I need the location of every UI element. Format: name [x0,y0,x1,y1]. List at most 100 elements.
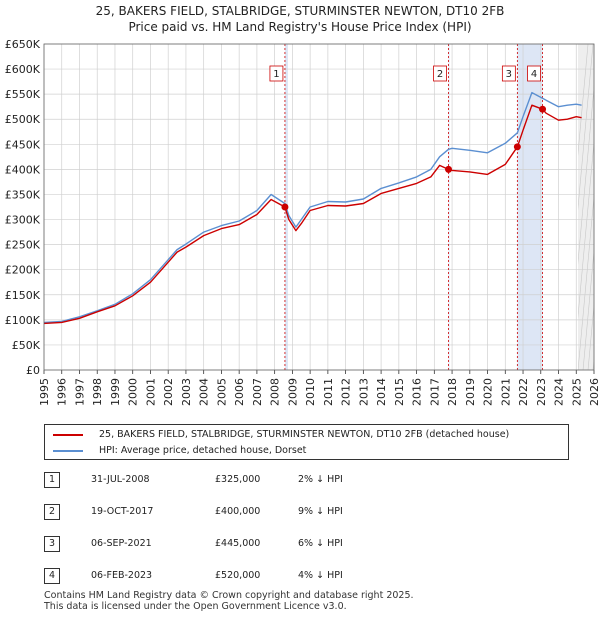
x-tick-label: 1995 [38,378,51,406]
projection-hatch [587,301,595,370]
projection-hatch [582,247,595,370]
x-tick-label: 2008 [269,378,282,406]
y-tick-label: £150K [5,289,41,302]
x-tick-label: 2011 [322,378,335,406]
x-tick-label: 2025 [570,378,583,406]
price-chart: £0 £50K £100K £150K £200K £250K £300K £350K £400… [5,38,600,406]
plot-frame [43,43,595,371]
y-tick-label: £0 [26,364,40,377]
x-tick-label: 2005 [215,378,228,406]
shaded-period [517,44,543,370]
x-tick-label: 2015 [393,378,406,406]
sale-number-badge: 2 [44,504,60,520]
shaded-period [448,44,450,370]
sale-badge-label: 4 [531,69,537,80]
y-tick-label: £550K [5,88,41,101]
sale-badge-box [527,65,541,82]
x-tick-label: 2018 [446,378,459,406]
projection-hatch [578,84,595,265]
sale-hpi-diff: 2% ↓ HPI [298,474,343,485]
x-tick-label: 2003 [180,378,193,406]
x-tick-label: 2004 [198,378,211,406]
sale-point [445,165,453,173]
chart-title: 25, BAKERS FIELD, STALBRIDGE, STURMINSTE… [95,4,505,18]
x-tick-label: 2022 [517,378,530,406]
y-tick-label: £50K [12,339,41,352]
sale-badge-label: 2 [437,69,443,80]
y-tick-label: £300K [5,214,41,227]
sale-number-badge: 3 [44,536,60,552]
projection-hatch [578,44,589,156]
sale-badge-box [269,65,284,82]
x-tick-label: 2021 [499,378,512,406]
y-tick-label: £250K [5,239,41,252]
sale-row: 4 06-FEB-2023 £520,000 4% ↓ HPI [44,568,444,586]
projection-hatch [578,138,595,319]
legend-label-price-paid: 25, BAKERS FIELD, STALBRIDGE, STURMINSTE… [99,429,510,440]
y-tick-label: £100K [5,314,41,327]
y-tick-label: £450K [5,138,41,151]
chart-subtitle: Price paid vs. HM Land Registry's House … [128,20,472,34]
plot-background [44,44,594,370]
y-tick-label: £400K [5,163,41,176]
x-tick-label: 1997 [73,378,86,406]
y-tick-label: £650K [5,38,41,51]
sale-row: 3 06-SEP-2021 £445,000 6% ↓ HPI [44,536,444,554]
y-tick-label: £350K [5,188,41,201]
sale-date: 06-SEP-2021 [91,538,152,549]
projection-hatch [578,44,594,211]
sale-hpi-diff: 6% ↓ HPI [298,538,343,549]
sale-badge-box [501,65,516,82]
x-tick-label: 2002 [162,378,175,406]
sale-point [513,143,521,151]
footer-copyright: Contains HM Land Registry data © Crown c… [44,590,414,601]
sale-number-badge: 4 [44,568,60,584]
hpi-line [43,91,582,324]
sale-badge-label: 1 [273,69,279,80]
sale-point [281,203,289,211]
x-tick-label: 2020 [482,378,495,406]
sale-badge-label: 3 [506,69,512,80]
sale-price: £445,000 [215,538,261,549]
x-tick-label: 2010 [304,378,317,406]
sale-point [539,105,547,113]
x-tick-label: 2026 [588,378,600,406]
y-tick-label: £500K [5,113,41,126]
sale-price: £400,000 [215,506,261,517]
sale-price: £520,000 [215,570,261,581]
x-tick-label: 2017 [428,378,441,406]
sale-row: 2 19-OCT-2017 £400,000 9% ↓ HPI [44,504,444,522]
x-tick-label: 1998 [91,378,104,406]
sale-date: 06-FEB-2023 [91,570,153,581]
sale-price: £325,000 [215,474,261,485]
footer: Contains HM Land Registry data © Crown c… [44,590,414,612]
legend-swatch-price-paid [53,434,83,436]
x-tick-label: 2000 [127,378,140,406]
projection-hatch [578,193,595,370]
x-tick-label: 2006 [233,378,246,406]
projection-region [578,44,594,370]
x-tick-label: 2009 [286,378,299,406]
y-tick-label: £600K [5,63,41,76]
x-tick-label: 2001 [144,378,157,406]
footer-licence: This data is licensed under the Open Gov… [44,601,347,612]
sale-row: 1 31-JUL-2008 £325,000 2% ↓ HPI [44,472,444,490]
x-tick-label: 2013 [357,378,370,406]
sale-hpi-diff: 9% ↓ HPI [298,506,343,517]
x-tick-label: 2024 [553,378,566,406]
legend-swatch-hpi [53,450,83,452]
x-tick-label: 2016 [411,378,424,406]
sale-date: 31-JUL-2008 [91,474,150,485]
x-tick-label: 2012 [340,378,353,406]
x-tick-label: 2007 [251,378,264,406]
sale-badge-box [433,65,447,82]
x-tick-label: 2014 [375,378,388,406]
legend: 25, BAKERS FIELD, STALBRIDGE, STURMINSTE… [44,424,569,460]
x-tick-label: 2019 [464,378,477,406]
x-tick-label: 2023 [535,378,548,406]
x-tick-label: 1996 [56,378,69,406]
sale-date: 19-OCT-2017 [91,506,154,517]
price-paid-line [43,104,582,325]
sale-hpi-diff: 4% ↓ HPI [298,570,343,581]
x-tick-label: 1999 [109,378,122,406]
